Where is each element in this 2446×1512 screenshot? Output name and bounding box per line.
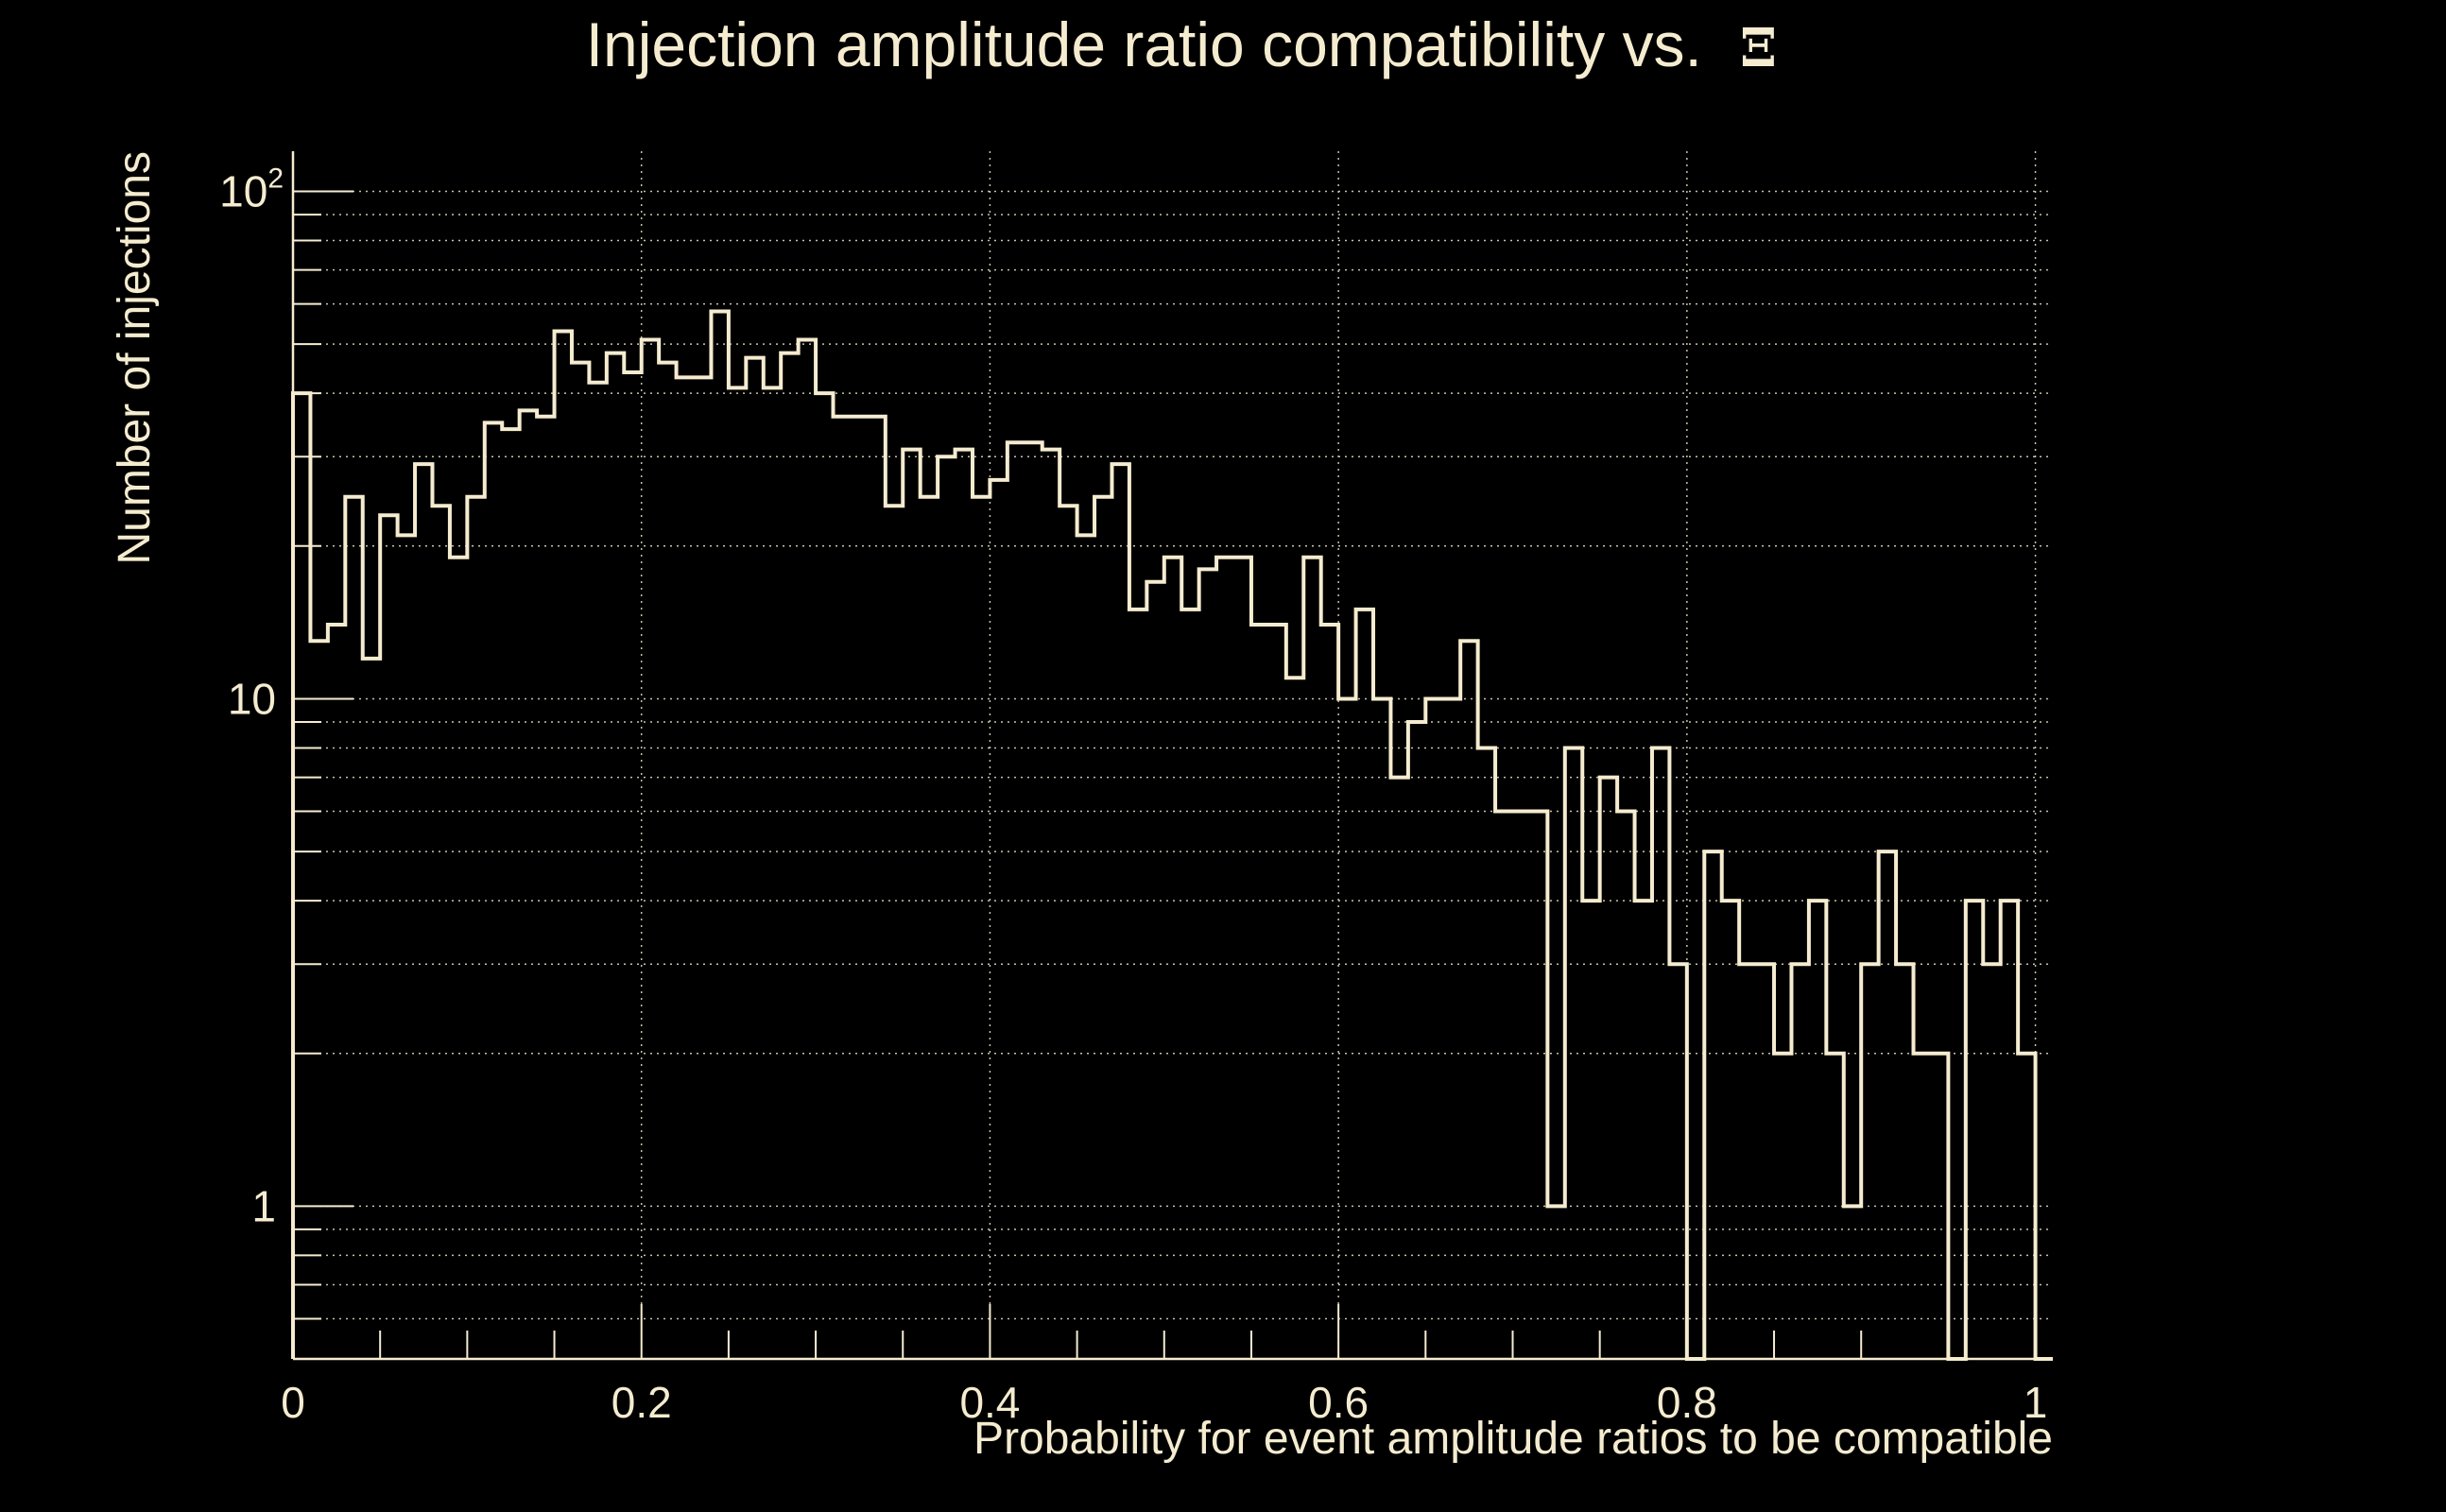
y-tick-labels: 1 10 102 bbox=[219, 163, 284, 1231]
y-axis-label: Number of injections bbox=[110, 151, 160, 565]
x-tick-label: 0 bbox=[281, 1378, 305, 1427]
chart-title-symbol: Ξ bbox=[1740, 17, 1777, 79]
x-tick-labels: 0 0.2 0.4 0.6 0.8 1 bbox=[281, 1378, 2047, 1427]
y-tick-label: 1 bbox=[251, 1181, 276, 1230]
y-tick-label: 102 bbox=[219, 163, 284, 216]
chart-title: Injection amplitude ratio compatibility … bbox=[586, 9, 1778, 79]
x-axis-label: Probability for event amplitude ratios t… bbox=[973, 1414, 2053, 1464]
x-tick-label: 0.6 bbox=[1308, 1378, 1369, 1427]
tick-marks bbox=[292, 190, 2037, 1359]
x-tick-label: 0.8 bbox=[1657, 1378, 1717, 1427]
grid-lines bbox=[293, 151, 2053, 1359]
x-tick-label: 0.2 bbox=[612, 1378, 672, 1427]
chart-title-text: Injection amplitude ratio compatibility … bbox=[586, 9, 1702, 79]
histogram-line bbox=[291, 309, 2053, 1361]
x-tick-label: 1 bbox=[2024, 1378, 2048, 1427]
x-tick-label: 0.4 bbox=[959, 1378, 1020, 1427]
y-tick-label: 10 bbox=[228, 674, 276, 723]
